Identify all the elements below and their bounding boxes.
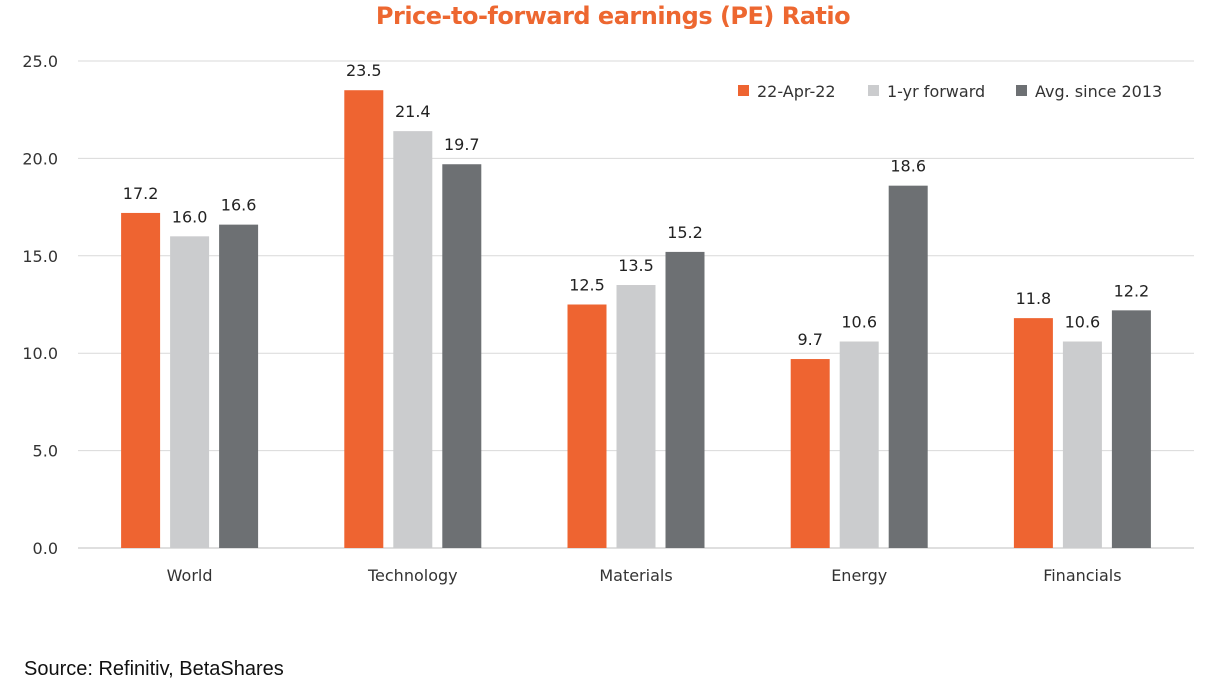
data-label: 15.2 (667, 223, 703, 242)
data-label: 16.0 (172, 207, 208, 226)
legend-label: 1-yr forward (887, 82, 985, 101)
legend-swatch (738, 85, 749, 96)
y-tick-label: 5.0 (33, 442, 58, 461)
data-label: 19.7 (444, 135, 480, 154)
legend: 22-Apr-22 1-yr forward Avg. since 2013 (738, 82, 1162, 101)
y-axis-ticks: 0.0 5.0 10.0 15.0 20.0 25.0 (22, 52, 58, 558)
bar (665, 251, 705, 549)
y-tick-label: 0.0 (33, 539, 58, 558)
bar (219, 224, 259, 548)
source-note: Source: Refinitiv, BetaShares (24, 658, 284, 680)
data-label: 21.4 (395, 102, 431, 121)
y-tick-label: 25.0 (22, 52, 58, 71)
legend-swatch (1016, 85, 1027, 96)
bar (888, 185, 928, 548)
legend-label: 22-Apr-22 (757, 82, 836, 101)
data-label: 12.5 (569, 276, 605, 295)
bar (790, 359, 830, 548)
bar (393, 131, 433, 549)
bar (1062, 341, 1102, 548)
bars (121, 90, 1151, 549)
bar (567, 304, 607, 548)
data-label: 16.6 (221, 196, 257, 215)
data-label: 9.7 (797, 330, 822, 349)
x-tick-label: Financials (1043, 566, 1121, 585)
chart-title: Price-to-forward earnings (PE) Ratio (375, 2, 851, 30)
data-label: 18.6 (890, 157, 926, 176)
data-label: 10.6 (841, 313, 877, 332)
legend-swatch (868, 85, 879, 96)
bar (1111, 310, 1151, 548)
data-label: 17.2 (123, 184, 159, 203)
y-tick-label: 20.0 (22, 149, 58, 168)
bar (1013, 318, 1053, 548)
bar (121, 212, 161, 548)
x-tick-label: Technology (367, 566, 458, 585)
y-tick-label: 10.0 (22, 344, 58, 363)
data-label: 23.5 (346, 61, 382, 80)
y-tick-label: 15.0 (22, 247, 58, 266)
bar (839, 341, 879, 548)
x-tick-label: World (167, 566, 213, 585)
legend-label: Avg. since 2013 (1035, 82, 1162, 101)
bar (170, 236, 210, 548)
data-label: 13.5 (618, 256, 654, 275)
data-label: 12.2 (1114, 281, 1150, 300)
bar (344, 90, 384, 548)
data-labels: 17.2 16.0 16.6 23.5 21.4 19.7 12.5 13.5 15.2 9.7 1… (123, 61, 1149, 349)
bar (616, 285, 656, 548)
data-label: 10.6 (1065, 313, 1101, 332)
x-tick-label: Materials (599, 566, 672, 585)
data-label: 11.8 (1016, 289, 1052, 308)
bar (442, 164, 482, 548)
x-tick-label: Energy (831, 566, 887, 585)
x-axis-ticks: World Technology Materials Energy Financials (167, 566, 1122, 585)
